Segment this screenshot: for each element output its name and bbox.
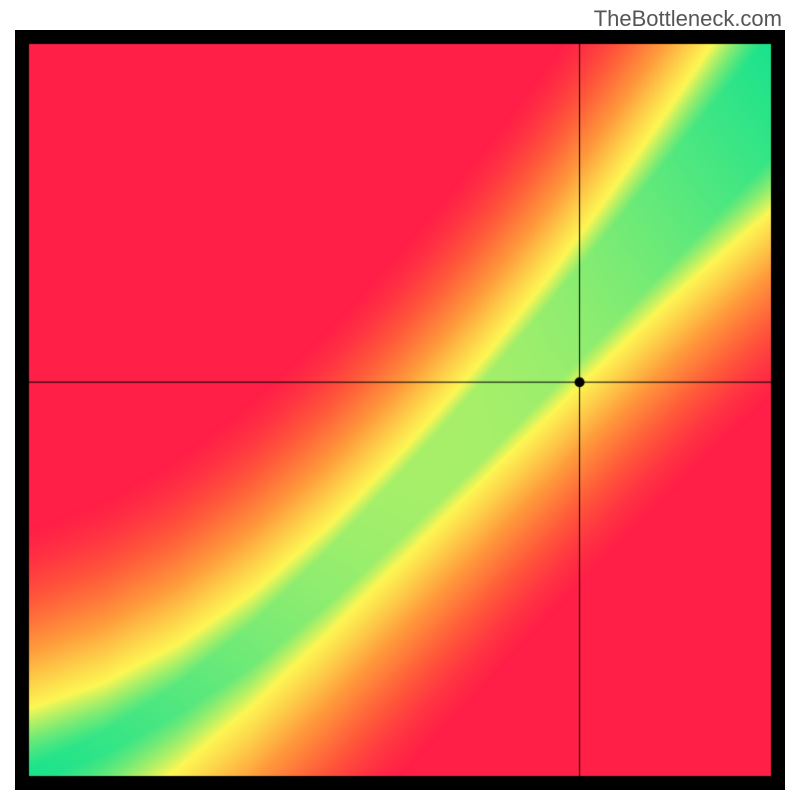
heatmap-canvas: [15, 30, 785, 790]
heatmap-chart: [15, 30, 785, 790]
watermark-text: TheBottleneck.com: [594, 6, 782, 32]
